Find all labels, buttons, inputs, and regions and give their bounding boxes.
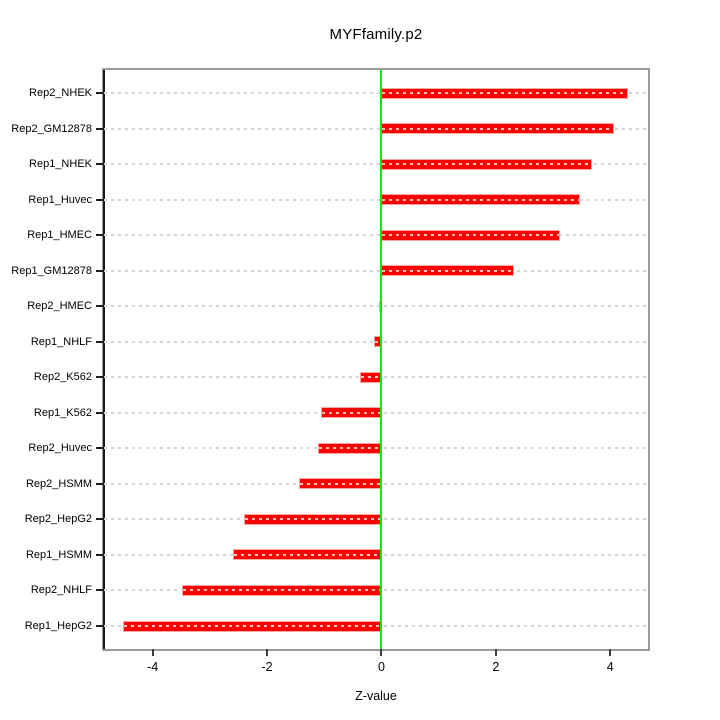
x-axis-tick (494, 649, 497, 656)
bar-dash-pattern (382, 234, 559, 237)
bar-Rep2_NHEK (381, 87, 628, 99)
gridline (104, 198, 648, 201)
bar-dash-pattern (182, 589, 381, 592)
category-label-Rep2_HSMM: Rep2_HSMM (25, 477, 92, 490)
bar-Rep2_HSMM (299, 478, 382, 490)
category-label-Rep1_NHEK: Rep1_NHEK (29, 158, 92, 171)
y-axis-tick (96, 518, 104, 521)
bar-dash-pattern (382, 269, 514, 272)
gridline (104, 305, 648, 308)
gridline (104, 92, 648, 94)
x-axis-tick (151, 649, 154, 656)
y-axis-tick (96, 92, 104, 94)
x-axis-title: Z-value (355, 689, 397, 703)
gridline (104, 127, 648, 130)
x-tick-label: -2 (261, 660, 273, 674)
category-label-Rep2_K562: Rep2_K562 (33, 371, 92, 384)
y-axis-line (103, 70, 105, 649)
chart-title: MYFfamily.p2 (329, 26, 423, 43)
y-axis-tick (96, 482, 104, 485)
bar-Rep2_K562 (359, 371, 382, 383)
bar-Rep1_GM12878 (381, 265, 515, 277)
x-tick-label: 0 (377, 660, 385, 674)
plot-area: Rep2_NHEK Rep2_GM12878 Rep1_NHEK Rep1_Huvec… (11, 70, 648, 674)
bar-dash-pattern (374, 340, 381, 343)
category-label-Rep1_HepG2: Rep1_HepG2 (24, 620, 92, 632)
bar-dash-pattern (234, 553, 381, 556)
y-axis-tick (96, 376, 104, 379)
bar-dash-pattern (245, 518, 381, 521)
y-axis-tick (96, 553, 104, 556)
x-tick-label: 4 (606, 660, 614, 674)
bar-dash-pattern (123, 625, 381, 627)
category-label-Rep1_HMEC: Rep1_HMEC (27, 229, 92, 242)
category-label-Rep1_HSMM: Rep1_HSMM (25, 548, 92, 561)
bar-dash-pattern (382, 198, 580, 201)
category-label-Rep1_NHLF: Rep1_NHLF (30, 335, 92, 348)
x-axis-tick (609, 649, 612, 656)
category-label-Rep1_Huvec: Rep1_Huvec (28, 193, 92, 206)
bar-Rep2_HepG2 (244, 513, 382, 525)
category-label-Rep2_GM12878: Rep2_GM12878 (11, 122, 92, 135)
category-label-Rep1_GM12878: Rep1_GM12878 (11, 264, 92, 277)
category-label-Rep2_HMEC: Rep2_HMEC (27, 300, 92, 313)
category-label-Rep2_NHLF: Rep2_NHLF (30, 584, 92, 597)
y-axis-tick (96, 411, 104, 414)
y-axis-tick (96, 305, 104, 308)
bar-Rep1_NHEK (381, 158, 592, 170)
category-label-Rep2_HepG2: Rep2_HepG2 (24, 513, 92, 526)
bar-dash-pattern (321, 411, 381, 414)
bar-Rep2_GM12878 (381, 123, 615, 135)
gridline (104, 269, 648, 272)
bar-Rep1_Huvec (381, 194, 581, 206)
x-tick-label: 2 (492, 660, 500, 674)
bar-dash-pattern (300, 482, 381, 485)
zero-line (380, 70, 383, 649)
gridline (104, 163, 648, 166)
gridline (104, 234, 648, 237)
y-axis-tick (96, 127, 104, 130)
bar-Rep1_HepG2 (122, 620, 382, 632)
y-axis-tick (96, 340, 104, 343)
category-label-Rep2_NHEK: Rep2_NHEK (29, 87, 92, 99)
x-tick-label: -4 (147, 660, 159, 674)
y-axis-tick (96, 625, 104, 627)
x-axis-tick (380, 649, 383, 656)
bar-Rep1_HMEC (381, 229, 560, 241)
y-axis-tick (96, 163, 104, 166)
bar-dash-pattern (382, 92, 627, 94)
bar-Rep2_Huvec (317, 442, 382, 454)
bar-dash-pattern (382, 163, 591, 166)
category-label-Rep2_Huvec: Rep2_Huvec (28, 442, 92, 455)
bar-Rep1_K562 (320, 407, 382, 419)
y-axis-tick (96, 234, 104, 237)
bar-dash-pattern (360, 376, 381, 379)
bar-dash-pattern (318, 447, 381, 450)
x-axis-tick (266, 649, 269, 656)
bar-Rep2_NHLF (181, 584, 382, 596)
category-label-Rep1_K562: Rep1_K562 (33, 406, 92, 419)
y-axis-tick (96, 198, 104, 201)
bar-dash-pattern (382, 127, 614, 130)
y-axis-tick (96, 447, 104, 450)
y-axis-tick (96, 589, 104, 592)
y-axis-tick (96, 269, 104, 272)
bar-Rep1_HSMM (233, 549, 382, 561)
